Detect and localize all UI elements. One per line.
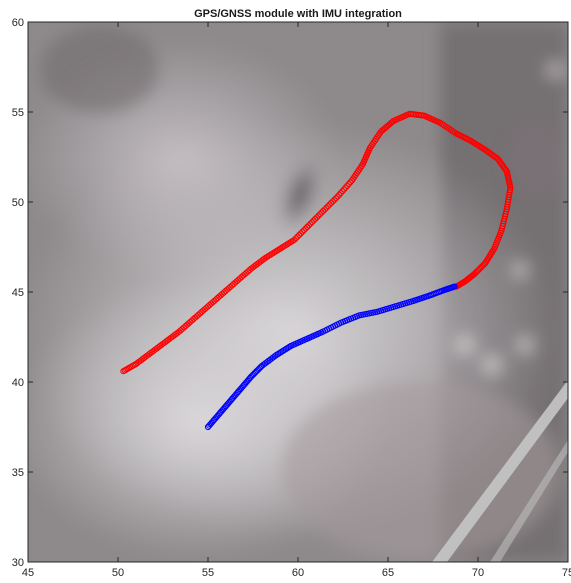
data-point	[305, 222, 312, 229]
data-point	[304, 223, 311, 231]
data-point	[328, 199, 335, 207]
data-point	[339, 188, 346, 195]
data-point	[344, 182, 351, 189]
data-point	[342, 184, 349, 191]
series-1	[120, 110, 514, 375]
data-point	[331, 196, 338, 203]
tick-layer: 45 50 55 60 65 70 75 30 35 40 45 50 55 60	[12, 17, 571, 579]
data-point	[324, 203, 332, 210]
x-tick-label: 75	[562, 567, 571, 579]
data-point	[337, 189, 344, 197]
data-point	[291, 236, 298, 243]
data-point	[345, 180, 352, 188]
data-point	[321, 206, 328, 213]
data-point	[336, 191, 343, 198]
aerial-photo-background	[28, 22, 568, 562]
x-tick-label: 60	[292, 567, 304, 579]
y-tick-label: 45	[12, 287, 24, 299]
data-point	[292, 235, 300, 242]
data-point	[329, 198, 336, 205]
y-tick-label: 35	[12, 467, 24, 479]
x-tick-label: 45	[22, 567, 34, 579]
data-point	[310, 217, 317, 224]
data-point	[307, 220, 314, 227]
x-tick-label: 65	[382, 567, 394, 579]
data-point	[326, 201, 333, 208]
x-tick-label: 70	[472, 567, 484, 579]
y-tick-label: 60	[12, 17, 24, 29]
data-point	[296, 231, 303, 239]
y-tick-label: 40	[12, 377, 24, 389]
data-point	[340, 186, 348, 193]
data-point	[299, 228, 306, 235]
data-point	[316, 211, 324, 218]
data-point	[300, 227, 308, 234]
series-layer	[120, 110, 514, 431]
data-point	[334, 193, 341, 200]
data-point	[294, 233, 301, 240]
x-tick-label: 55	[202, 567, 214, 579]
data-point	[312, 215, 319, 223]
data-point	[318, 209, 325, 216]
data-point	[332, 195, 340, 202]
data-point	[320, 207, 327, 215]
data-point	[313, 214, 320, 221]
data-point	[308, 219, 316, 226]
y-tick-label: 55	[12, 107, 24, 119]
series-2	[204, 283, 458, 431]
data-point	[315, 212, 322, 219]
data-point	[302, 225, 309, 232]
chart-title: GPS/GNSS module with IMU integration	[194, 8, 402, 20]
data-point	[297, 230, 304, 237]
x-tick-label: 50	[112, 567, 124, 579]
data-point	[451, 283, 458, 290]
data-point	[388, 119, 396, 126]
y-tick-label: 50	[12, 197, 24, 209]
data-point	[323, 204, 330, 211]
y-tick-label: 30	[12, 557, 24, 569]
